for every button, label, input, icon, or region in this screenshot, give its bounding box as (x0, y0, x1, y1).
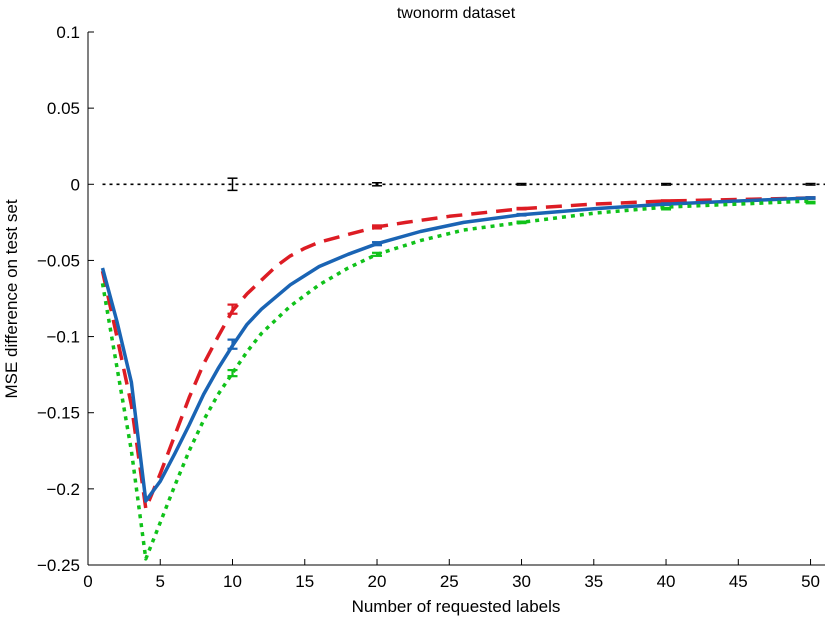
y-tick-label: −0.15 (37, 404, 80, 423)
y-tick-label: 0 (71, 175, 80, 194)
x-tick-label: 35 (584, 572, 603, 591)
series-2-errorbar (805, 196, 816, 200)
x-tick-label: 30 (512, 572, 531, 591)
series-3-errorbar (661, 206, 672, 211)
series-3-errorbar (516, 220, 527, 225)
x-tick-label: 20 (368, 572, 387, 591)
series-2-errorbar (516, 212, 527, 217)
x-tick-label: 40 (657, 572, 676, 591)
series-0-errorbar (227, 177, 238, 192)
y-tick-label: −0.1 (46, 328, 80, 347)
y-axis-label: MSE difference on test set (2, 199, 21, 398)
series-1-errorbar (661, 199, 672, 203)
x-tick-label: 25 (440, 572, 459, 591)
series-1-errorbar (372, 224, 383, 230)
x-tick-label: 0 (83, 572, 92, 591)
y-tick-label: 0.05 (47, 99, 80, 118)
chart-title: twonorm dataset (397, 5, 516, 22)
series-1-errorbar (227, 303, 238, 315)
y-tick-label: −0.05 (37, 251, 80, 270)
series-0-errorbar (372, 182, 383, 187)
x-tick-label: 45 (729, 572, 748, 591)
x-tick-label: 10 (223, 572, 242, 591)
series-2-errorbar (372, 241, 383, 247)
x-tick-label: 50 (801, 572, 820, 591)
x-tick-label: 15 (295, 572, 314, 591)
series-0-errorbar (805, 182, 816, 186)
x-tick-label: 5 (156, 572, 165, 591)
series-2-errorbar (227, 338, 238, 350)
plot-area (100, 177, 825, 561)
y-tick-label: −0.2 (46, 480, 80, 499)
series-1-errorbar (516, 206, 527, 211)
y-tick-label: 0.1 (56, 23, 80, 42)
series-3-errorbar (805, 200, 816, 205)
series-3-errorbar (227, 368, 238, 378)
axes: 0 5 10 15 20 25 30 35 40 45 50 −0.25 −0.2 −0.15 −0.1 −0… (37, 23, 825, 591)
x-axis-label: Number of requested labels (352, 597, 561, 616)
series-1-line (100, 196, 811, 511)
y-tick-label: −0.25 (37, 556, 80, 575)
series-3-line (100, 199, 811, 561)
series-0-errorbar (661, 182, 672, 186)
series-2-errorbar (661, 202, 672, 206)
series-3-errorbar (372, 251, 383, 257)
series-0-errorbar (516, 182, 527, 186)
series-2-line (100, 196, 811, 503)
